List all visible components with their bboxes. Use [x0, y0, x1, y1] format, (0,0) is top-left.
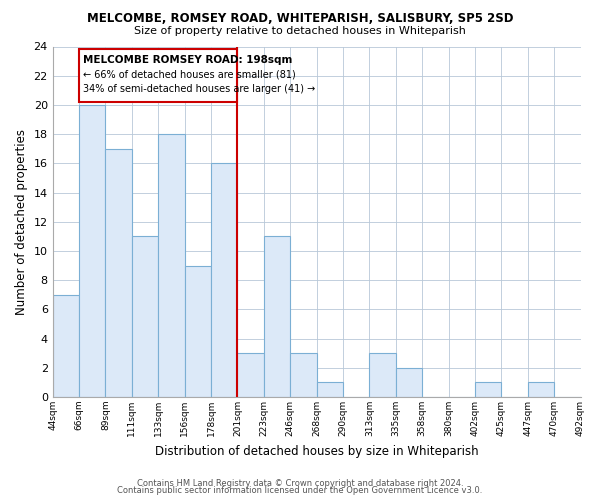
- Bar: [238, 353, 264, 397]
- Bar: [370, 353, 396, 397]
- Text: ← 66% of detached houses are smaller (81): ← 66% of detached houses are smaller (81…: [83, 69, 296, 79]
- FancyBboxPatch shape: [79, 50, 238, 102]
- Bar: [53, 295, 79, 397]
- Bar: [211, 164, 238, 397]
- Bar: [317, 382, 343, 397]
- Text: 34% of semi-detached houses are larger (41) →: 34% of semi-detached houses are larger (…: [83, 84, 315, 94]
- Text: Contains public sector information licensed under the Open Government Licence v3: Contains public sector information licen…: [118, 486, 482, 495]
- Y-axis label: Number of detached properties: Number of detached properties: [15, 129, 28, 315]
- Bar: [290, 353, 317, 397]
- X-axis label: Distribution of detached houses by size in Whiteparish: Distribution of detached houses by size …: [155, 444, 478, 458]
- Text: MELCOMBE, ROMSEY ROAD, WHITEPARISH, SALISBURY, SP5 2SD: MELCOMBE, ROMSEY ROAD, WHITEPARISH, SALI…: [87, 12, 513, 26]
- Bar: [264, 236, 290, 397]
- Bar: [79, 105, 106, 397]
- Text: MELCOMBE ROMSEY ROAD: 198sqm: MELCOMBE ROMSEY ROAD: 198sqm: [83, 54, 292, 64]
- Text: Contains HM Land Registry data © Crown copyright and database right 2024.: Contains HM Land Registry data © Crown c…: [137, 478, 463, 488]
- Bar: [132, 236, 158, 397]
- Bar: [475, 382, 502, 397]
- Bar: [106, 148, 132, 397]
- Bar: [396, 368, 422, 397]
- Text: Size of property relative to detached houses in Whiteparish: Size of property relative to detached ho…: [134, 26, 466, 36]
- Bar: [158, 134, 185, 397]
- Bar: [528, 382, 554, 397]
- Bar: [185, 266, 211, 397]
